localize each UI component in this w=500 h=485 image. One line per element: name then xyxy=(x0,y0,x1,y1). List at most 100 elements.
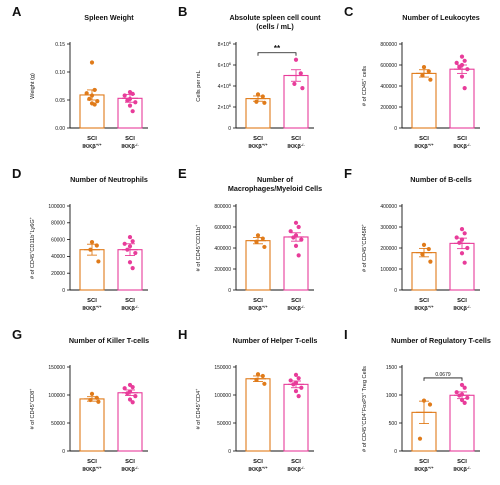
text-run: cells xyxy=(362,66,368,79)
data-point xyxy=(133,100,138,105)
data-point xyxy=(427,402,433,407)
category-label: IKKβ+/+ xyxy=(248,304,268,312)
data-point xyxy=(133,394,138,399)
superscript: + xyxy=(361,392,365,395)
data-point xyxy=(127,260,133,265)
data-point xyxy=(420,73,425,78)
category-label: SCI xyxy=(291,298,301,304)
text-run: 6×10 xyxy=(218,63,229,69)
data-point xyxy=(260,94,265,99)
panel-letter: C xyxy=(344,4,354,19)
category-name: IKKβ xyxy=(453,144,467,150)
category-superscript: +/+ xyxy=(428,142,434,147)
data-point xyxy=(428,259,433,264)
superscript: 6 xyxy=(229,41,231,45)
category-label: SCI xyxy=(253,298,263,304)
category-label: IKKβ+/+ xyxy=(248,142,268,150)
category-name: IKKβ xyxy=(248,306,262,312)
data-point xyxy=(122,241,127,246)
category-label: IKKβ+/+ xyxy=(82,465,102,473)
superscript: + xyxy=(29,388,33,391)
category-name: IKKβ xyxy=(453,306,467,312)
bar-ko xyxy=(117,249,143,291)
bar-wt xyxy=(79,249,105,291)
category-label: IKKβ-/- xyxy=(453,304,471,312)
y-tick-label: 0.15 xyxy=(55,42,65,48)
text-run: # of CD45 xyxy=(362,81,368,106)
bar-wt xyxy=(79,398,105,452)
y-tick-label: 0 xyxy=(394,449,397,455)
data-point xyxy=(417,436,423,441)
y-tick-label: 400000 xyxy=(214,246,231,252)
significance-bracket xyxy=(423,377,463,381)
data-point xyxy=(133,250,138,256)
category-label: SCI xyxy=(457,136,467,142)
superscript: + xyxy=(361,410,365,413)
bar-wt xyxy=(245,240,271,291)
data-point xyxy=(421,65,427,70)
superscript: + xyxy=(29,216,33,219)
chart-title: Number of xyxy=(257,175,294,184)
data-point xyxy=(255,372,261,377)
category-name: IKKβ xyxy=(248,144,262,150)
category-superscript: +/+ xyxy=(96,304,102,309)
superscript: + xyxy=(361,424,365,427)
text-run: # of CD45 xyxy=(196,404,202,429)
text-run: CD11b xyxy=(196,227,202,244)
chart-title: Number of Neutrophils xyxy=(70,175,148,184)
y-tick-label: 600000 xyxy=(214,225,231,231)
data-point xyxy=(459,382,465,388)
data-point xyxy=(130,239,135,244)
y-tick-label: 0.10 xyxy=(55,70,65,76)
text-run: # of CD45 xyxy=(196,246,202,271)
panel-letter: A xyxy=(12,4,22,19)
significance-label: ** xyxy=(274,44,281,53)
data-point xyxy=(420,252,425,257)
data-point xyxy=(462,58,467,63)
superscript: 6 xyxy=(229,104,231,108)
text-run: 0 xyxy=(228,126,231,132)
panel-c: C Number of Leukocytes 0 200000 400000 600000… xyxy=(344,4,480,150)
category-superscript: +/+ xyxy=(428,304,434,309)
category-label: SCI xyxy=(87,298,97,304)
superscript: + xyxy=(361,244,365,247)
y-tick-label: 1000 xyxy=(386,393,397,399)
data-point xyxy=(465,395,470,400)
data-point xyxy=(96,259,101,264)
superscript: + xyxy=(195,224,199,227)
category-label: SCI xyxy=(125,136,135,142)
y-tick-label: 500 xyxy=(389,421,398,427)
chart-title: (cells / mL) xyxy=(256,22,294,31)
category-label: SCI xyxy=(419,298,429,304)
data-point xyxy=(288,229,293,234)
text-run: 2×10 xyxy=(218,105,229,111)
panel-letter: H xyxy=(178,327,187,342)
y-tick-label: 0 xyxy=(394,288,397,294)
category-superscript: -/- xyxy=(301,465,305,470)
y-tick-label: 50000 xyxy=(217,421,231,427)
category-name: IKKβ xyxy=(121,306,135,312)
data-point xyxy=(292,81,297,86)
category-name: IKKβ xyxy=(287,144,301,150)
text-run: Ly6G xyxy=(30,219,36,232)
superscript: + xyxy=(361,78,365,81)
y-tick-label: 400000 xyxy=(380,204,397,210)
data-point xyxy=(288,378,293,383)
category-name: IKKβ xyxy=(287,306,301,312)
category-superscript: -/- xyxy=(135,142,139,147)
data-point xyxy=(462,231,467,236)
data-point xyxy=(462,400,467,405)
data-point xyxy=(130,266,135,271)
y-tick-label: 60000 xyxy=(51,237,65,243)
y-tick-label: 50000 xyxy=(51,421,65,427)
bar-ko xyxy=(117,392,143,452)
data-point xyxy=(462,260,467,265)
data-point xyxy=(421,398,427,403)
bar-ko xyxy=(283,383,309,452)
category-label: IKKβ+/+ xyxy=(248,465,268,473)
data-point xyxy=(293,243,299,248)
y-tick-label: 200000 xyxy=(380,246,397,252)
y-tick-label: 0 xyxy=(62,288,65,294)
y-axis-label: # of CD45+CD8+ xyxy=(29,388,36,430)
